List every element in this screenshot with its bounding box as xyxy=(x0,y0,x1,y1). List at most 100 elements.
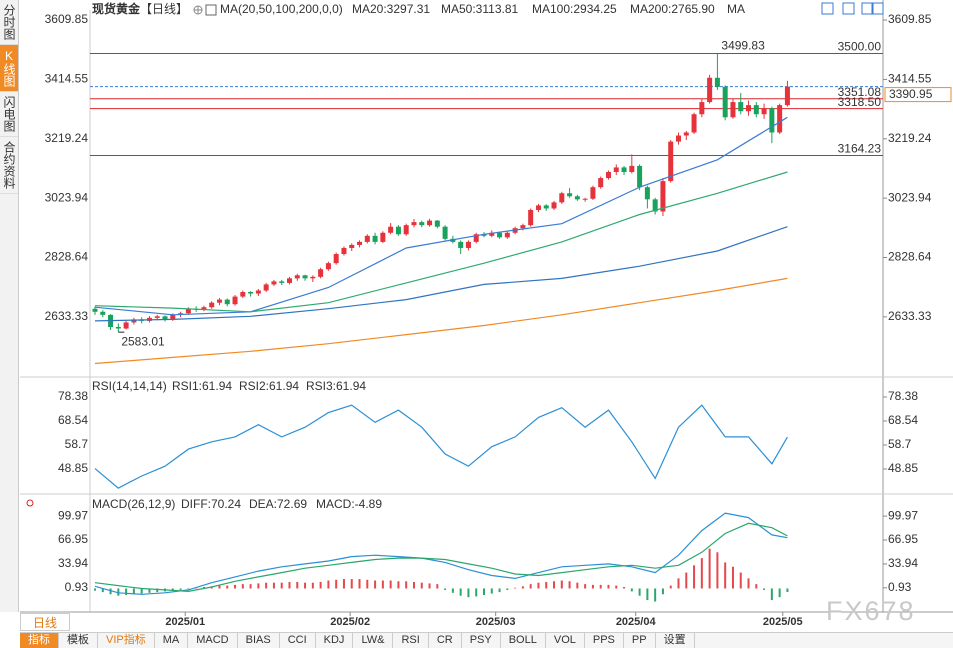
y-tick-label-right: 58.7 xyxy=(888,437,912,451)
toolbar-item[interactable]: PPS xyxy=(585,633,624,648)
side-tab[interactable]: 分时图 xyxy=(0,0,18,45)
macd-bar xyxy=(218,585,221,589)
macd-line xyxy=(94,512,788,595)
macd-bar xyxy=(506,588,509,590)
legend-item: RSI2:61.94 xyxy=(239,379,299,393)
macd-bar xyxy=(475,588,478,597)
candle-body xyxy=(302,275,308,279)
candle-body xyxy=(325,263,331,270)
macd-bar xyxy=(467,588,470,598)
candle-body xyxy=(761,108,767,115)
macd-bar xyxy=(288,581,291,589)
macd-bar xyxy=(483,588,485,596)
candle-body xyxy=(668,141,674,182)
y-tick-label: 2828.64 xyxy=(45,250,89,264)
candle-body xyxy=(590,187,596,199)
legend-item: RSI3:61.94 xyxy=(306,379,366,393)
macd-bar xyxy=(724,562,727,589)
macd-bar xyxy=(591,584,594,589)
side-tab[interactable]: 合约资料 xyxy=(0,137,18,194)
add-icon[interactable] xyxy=(193,5,203,15)
candle-body xyxy=(699,102,705,115)
toolbar-item[interactable]: CR xyxy=(429,633,462,648)
macd-bar xyxy=(280,582,283,589)
toolbar-item[interactable]: BIAS xyxy=(238,633,280,648)
candle-body xyxy=(427,220,433,226)
candle-body xyxy=(497,232,503,238)
candle-body xyxy=(263,284,269,291)
macd-bar xyxy=(584,584,587,589)
level-label: 3500.00 xyxy=(838,40,882,54)
macd-bar xyxy=(778,588,781,598)
toolbar-item[interactable]: CCI xyxy=(280,633,316,648)
toolbar-item[interactable]: PSY xyxy=(462,633,501,648)
candle-body xyxy=(644,187,650,200)
toolbar-item[interactable]: MACD xyxy=(188,633,238,648)
candle-body xyxy=(185,308,191,314)
macd-bar xyxy=(553,581,556,589)
macd-bar xyxy=(459,588,462,596)
toolbar: 指标 模板 VIP指标 MA MACD BIAS CCI KDJ LW& RSI CR PSY BOLL… xyxy=(20,632,953,648)
watermark: FX678 xyxy=(826,596,916,626)
x-tick-label: 2025/02 xyxy=(330,616,370,628)
side-tab[interactable]: 闪电图 xyxy=(0,92,18,137)
candle-body xyxy=(621,167,627,172)
settings-icon[interactable] xyxy=(26,499,34,507)
macd-bar xyxy=(638,588,641,596)
candle-body xyxy=(769,108,775,133)
toolbar-item[interactable]: VOL xyxy=(546,633,585,648)
indicator-icon[interactable] xyxy=(205,4,217,16)
toolbar-item[interactable]: KDJ xyxy=(316,633,354,648)
macd-bar xyxy=(405,581,408,589)
macd-bar xyxy=(436,584,439,589)
macd-bar xyxy=(350,579,353,589)
candle-body xyxy=(170,314,176,320)
macd-bar xyxy=(599,584,602,589)
macd-bar xyxy=(576,582,579,589)
macd-bar xyxy=(677,578,680,589)
candle-body xyxy=(434,220,440,227)
rsi-line xyxy=(94,404,788,489)
macd-bar xyxy=(125,588,128,596)
candle-body xyxy=(388,226,394,233)
candle-body xyxy=(559,193,565,203)
period-tab[interactable]: 日线 xyxy=(20,613,70,631)
macd-bar xyxy=(304,582,307,589)
side-tabs: 分时图 K线图 闪电图 合约资料 xyxy=(0,0,19,612)
ma-line xyxy=(94,171,788,313)
candle-body xyxy=(652,199,658,212)
candle-body xyxy=(372,235,378,242)
candle-body xyxy=(489,232,495,236)
toolbar-icons[interactable] xyxy=(821,2,884,15)
candle-body xyxy=(341,247,347,255)
macd-bar xyxy=(101,588,104,593)
macd-bar xyxy=(739,572,742,589)
toolbar-item[interactable]: BOLL xyxy=(501,633,546,648)
side-tab[interactable]: K线图 xyxy=(0,45,18,92)
candle-body xyxy=(123,322,129,329)
toolbar-item[interactable]: VIP指标 xyxy=(98,633,155,648)
candle-body xyxy=(380,232,386,242)
macd-bar xyxy=(366,579,369,589)
y-tick-label: 2633.33 xyxy=(45,309,89,323)
level-label: 3164.23 xyxy=(838,142,882,156)
macd-bar xyxy=(428,583,431,589)
chart-bg xyxy=(20,0,953,632)
toolbar-item[interactable]: 指标 xyxy=(20,633,59,648)
toolbar-item[interactable]: LW& xyxy=(353,633,394,648)
toolbar-item[interactable]: 模板 xyxy=(59,633,98,648)
candle-body xyxy=(100,311,106,315)
candle-body xyxy=(419,222,425,226)
candle-body xyxy=(458,241,464,248)
candle-body xyxy=(318,269,324,277)
candle-body xyxy=(131,319,137,323)
toolbar-item[interactable]: PP xyxy=(624,633,656,648)
toolbar-item[interactable]: 设置 xyxy=(656,633,695,648)
macd-bar xyxy=(335,579,338,589)
macd-bar xyxy=(615,585,618,589)
candle-body xyxy=(201,307,207,310)
toolbar-item[interactable]: MA xyxy=(155,633,189,648)
toolbar-item[interactable]: RSI xyxy=(393,633,429,648)
high-label: 3499.83 xyxy=(721,39,765,53)
y-tick-label-right: 0.93 xyxy=(888,580,912,594)
